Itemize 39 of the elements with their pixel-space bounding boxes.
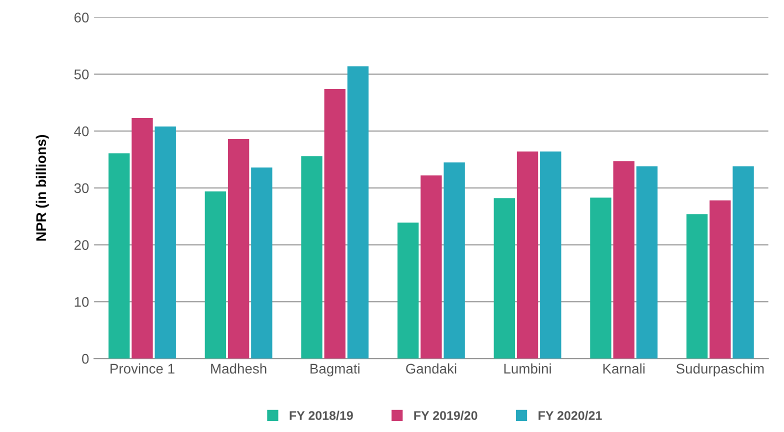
bar	[154, 126, 176, 359]
bar	[108, 153, 130, 359]
y-tick-label: 40	[74, 126, 89, 136]
bar	[494, 198, 515, 359]
bar	[301, 156, 322, 359]
bar	[686, 214, 708, 359]
bar	[420, 175, 442, 359]
y-axis-title: NPR (in billions)	[36, 134, 49, 241]
x-tick-label: Sudurpaschim	[676, 363, 764, 376]
bar	[204, 191, 226, 359]
x-tick-label: Province 1	[110, 363, 174, 374]
bar	[397, 222, 419, 359]
bar	[732, 166, 754, 359]
x-tick-label: Bagmati	[310, 363, 360, 376]
bar	[132, 118, 153, 359]
bar	[347, 66, 369, 359]
bar	[636, 166, 658, 359]
y-tick-label: 10	[74, 297, 89, 307]
y-tick-label: 50	[74, 69, 89, 80]
bar	[540, 152, 562, 359]
bar	[251, 167, 272, 359]
bar	[516, 152, 538, 359]
legend-label: FY 2020/21	[538, 410, 602, 420]
bar	[228, 139, 250, 359]
x-tick-label: Gandaki	[406, 363, 456, 374]
bar	[590, 198, 612, 359]
bar	[710, 200, 731, 359]
y-tick-label: 0	[82, 354, 89, 364]
bar	[444, 162, 465, 359]
legend-label: FY 2019/20	[414, 410, 478, 420]
y-tick-label: 30	[74, 183, 89, 194]
bar	[324, 88, 346, 359]
x-tick-label: Karnali	[603, 363, 645, 374]
x-tick-label: Madhesh	[211, 363, 266, 374]
legend-label: FY 2018/19	[290, 410, 353, 420]
x-tick-label: Lumbini	[504, 363, 551, 374]
y-tick-label: 60	[74, 12, 89, 22]
y-tick-label: 20	[74, 240, 89, 250]
bar	[613, 161, 634, 359]
